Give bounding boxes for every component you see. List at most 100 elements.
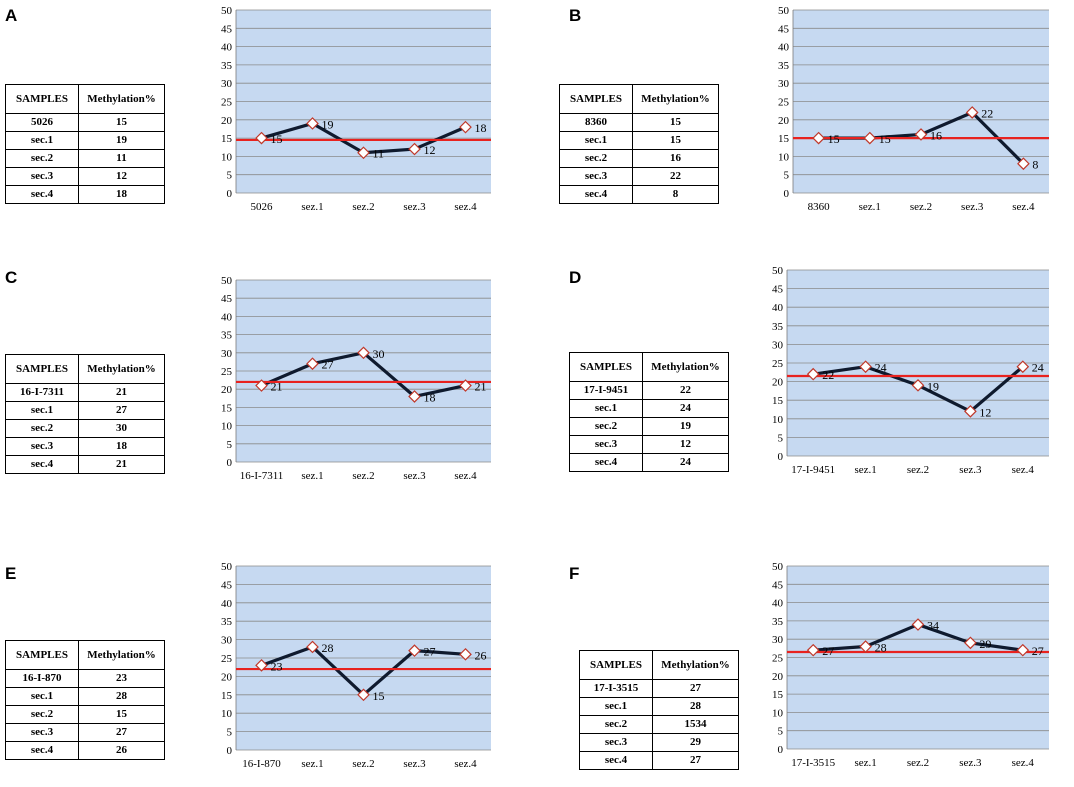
x-tick-label: sez.4 <box>1012 757 1035 769</box>
data-label: 8 <box>1032 158 1038 172</box>
y-tick-label: 45 <box>221 23 233 35</box>
data-point-marker <box>459 120 472 134</box>
x-tick-label: sez.4 <box>1012 201 1035 213</box>
x-tick-label: sez.2 <box>907 464 929 476</box>
table-row: sec.4 27 <box>579 751 739 770</box>
data-label: 27 <box>322 358 334 372</box>
x-tick-label: 17-I-3515 <box>791 757 835 769</box>
data-label: 18 <box>475 121 487 135</box>
data-label: 21 <box>271 380 283 394</box>
data-point-marker <box>859 360 872 374</box>
y-tick-label: 15 <box>778 133 790 145</box>
y-tick-label: 20 <box>778 115 790 127</box>
data-label: 15 <box>271 132 283 146</box>
x-tick-label: sez.3 <box>403 758 426 770</box>
y-tick-label: 50 <box>221 561 233 573</box>
data-label: 15 <box>828 132 840 146</box>
x-tick-label: 17-I-9451 <box>791 464 835 476</box>
y-tick-label: 35 <box>221 60 233 72</box>
header-methylation: Methylation% <box>78 84 165 114</box>
data-point-marker <box>806 367 820 381</box>
data-point-marker <box>408 390 421 403</box>
y-tick-label: 30 <box>221 635 233 647</box>
y-tick-label: 15 <box>221 133 233 145</box>
sample-cell: sec.3 <box>5 167 79 186</box>
y-tick-label: 15 <box>221 402 233 414</box>
data-point-marker <box>812 131 825 145</box>
table-row: sec.1 24 <box>569 399 729 418</box>
data-point-marker <box>255 131 268 145</box>
sample-cell: sec.1 <box>5 131 79 150</box>
y-tick-label: 20 <box>221 671 233 683</box>
y-tick-label: 45 <box>221 579 233 591</box>
sample-cell: 17-I-3515 <box>579 679 653 698</box>
data-label: 27 <box>1032 644 1044 658</box>
methylation-cell: 18 <box>78 185 165 204</box>
y-tick-label: 40 <box>778 42 790 54</box>
panel-e: E SAMPLES Methylation% 16-I-870 23 sec.1 28 sec… <box>0 524 537 786</box>
panel-d: D SAMPLES Methylation% 17-I-9451 22 sec.1 24 se… <box>537 262 1074 524</box>
x-tick-label: sez.4 <box>454 758 477 770</box>
data-point-marker <box>306 357 319 371</box>
y-tick-label: 0 <box>227 188 233 200</box>
panel-a: A SAMPLES Methylation% 5026 15 sec.1 19 sec.2 11… <box>0 0 537 262</box>
methylation-cell: 27 <box>652 751 739 770</box>
sample-cell: sec.4 <box>5 185 79 204</box>
y-tick-label: 50 <box>778 5 790 17</box>
y-tick-label: 15 <box>772 689 784 701</box>
methylation-table: SAMPLES Methylation% 17-I-9451 22 sec.1 24 sec… <box>569 352 729 472</box>
data-label: 34 <box>927 619 939 633</box>
methylation-cell: 24 <box>642 453 729 472</box>
panel-letter: B <box>569 6 582 25</box>
y-tick-label: 50 <box>772 265 784 277</box>
y-tick-label: 50 <box>772 561 784 573</box>
y-tick-label: 40 <box>772 598 784 610</box>
data-label: 22 <box>981 106 993 120</box>
data-point-marker <box>911 378 925 392</box>
x-tick-label: sez.1 <box>301 470 323 482</box>
y-tick-label: 35 <box>778 60 790 72</box>
y-tick-label: 50 <box>221 275 233 287</box>
header-samples: SAMPLES <box>579 650 653 680</box>
data-point-marker <box>1017 157 1030 171</box>
y-tick-label: 25 <box>221 653 233 665</box>
data-point-marker <box>357 146 370 160</box>
table-row: sec.3 29 <box>579 733 739 752</box>
y-tick-label: 10 <box>221 151 233 163</box>
line-chart: 0 5 10 15 20 25 30 35 40 45 50 17-I-9451 sez.1 sez.2 s… <box>772 265 1049 476</box>
data-label: 22 <box>822 368 834 382</box>
y-tick-label: 15 <box>221 690 233 702</box>
header-samples: SAMPLES <box>5 84 79 114</box>
line-chart: 0 5 10 15 20 25 30 35 40 45 50 5026 sez.1 sez.2 sez.3 s… <box>221 5 491 213</box>
header-methylation: Methylation% <box>652 650 739 680</box>
data-label: 26 <box>475 648 487 662</box>
x-tick-label: sez.3 <box>403 470 426 482</box>
line-chart: 0 5 10 15 20 25 30 35 40 45 50 16-I-7311 sez.1 sez.2 s… <box>221 275 491 482</box>
methylation-table: SAMPLES Methylation% 5026 15 sec.1 19 sec.2 11 s… <box>5 84 165 204</box>
table-row: 16-I-870 23 <box>5 669 165 688</box>
table-header-row: SAMPLES Methylation% <box>5 354 165 384</box>
sample-cell: 17-I-9451 <box>569 381 643 400</box>
y-tick-label: 10 <box>778 151 790 163</box>
data-point-marker <box>459 647 472 661</box>
data-point-marker <box>1016 360 1030 374</box>
data-point-marker <box>408 644 421 657</box>
sample-cell: sec.1 <box>579 697 653 716</box>
data-point-marker <box>863 131 877 145</box>
y-tick-label: 30 <box>221 78 233 90</box>
data-point-marker <box>1016 643 1030 657</box>
data-label: 28 <box>875 641 887 655</box>
y-tick-label: 20 <box>772 671 784 683</box>
methylation-cell: 1534 <box>652 715 739 734</box>
table-row: sec.4 24 <box>569 453 729 472</box>
panel-b: B SAMPLES Methylation% 8360 15 sec.1 15 sec.2 16… <box>537 0 1074 262</box>
panel-f: F SAMPLES Methylation% 17-I-3515 27 sec.1 28 se… <box>537 524 1074 786</box>
header-samples: SAMPLES <box>5 640 79 670</box>
y-tick-label: 20 <box>221 384 233 396</box>
table-row: sec.3 18 <box>5 437 165 456</box>
methylation-table: SAMPLES Methylation% 16-I-7311 21 sec.1 27 sec… <box>5 354 165 474</box>
y-tick-label: 30 <box>772 634 784 646</box>
header-samples: SAMPLES <box>559 84 633 114</box>
x-tick-label: sez.3 <box>961 201 984 213</box>
data-label: 12 <box>424 143 436 157</box>
